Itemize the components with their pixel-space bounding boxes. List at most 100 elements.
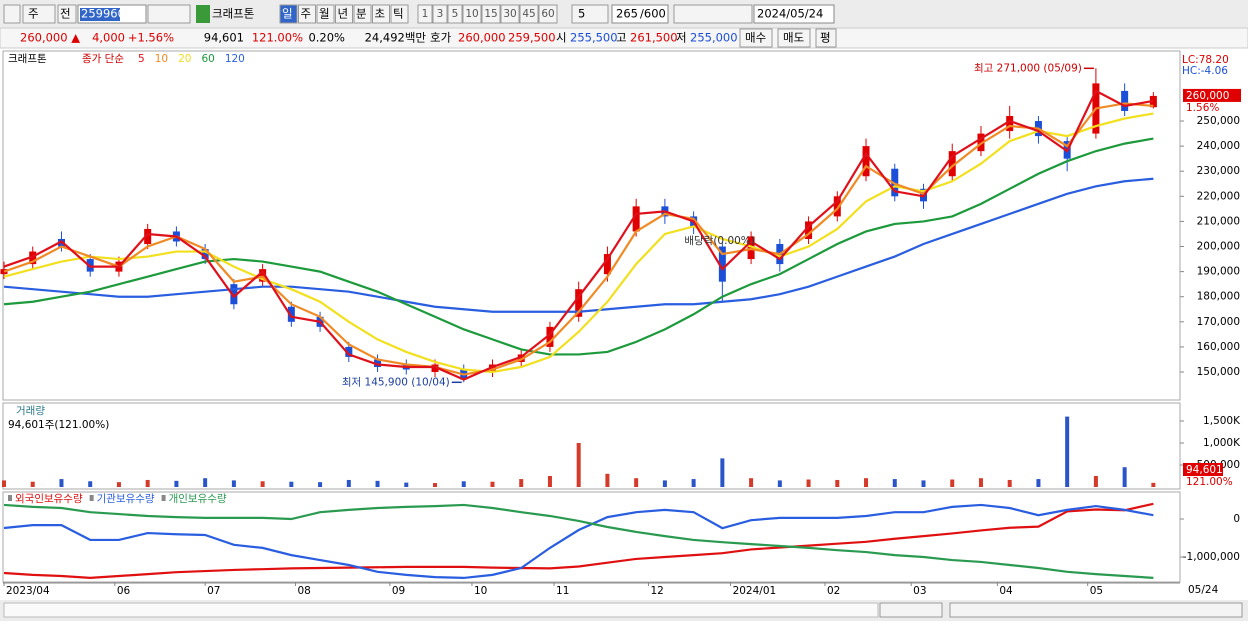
- period-button[interactable]: [353, 4, 372, 24]
- y-tick-label: 220,000: [1197, 190, 1240, 202]
- candle-body: [833, 196, 841, 217]
- volume-bar: [576, 442, 581, 487]
- chart-tools[interactable]: [673, 4, 753, 24]
- ma-line: [3, 102, 1154, 376]
- count-input[interactable]: [611, 4, 669, 24]
- interval-input[interactable]: [571, 4, 609, 24]
- y-tick-label: 150,000: [1197, 366, 1240, 378]
- count: 265: [616, 7, 638, 21]
- last-price: 260,000: [1186, 90, 1229, 102]
- legend-swatch: [161, 495, 166, 501]
- code: 259960: [81, 7, 125, 21]
- candle-body: [575, 289, 583, 317]
- volume-bar: [1036, 479, 1041, 487]
- interval: 1: [422, 8, 429, 20]
- volume-bar: [634, 478, 639, 487]
- volume-bar: [174, 480, 179, 487]
- scroll-track[interactable]: [3, 602, 879, 618]
- x-tick-label: 09: [392, 585, 405, 597]
- interval: 15: [484, 8, 497, 20]
- low: 255,000: [690, 31, 738, 45]
- candle-body: [948, 151, 956, 177]
- volume-bar: [145, 479, 150, 487]
- volume-title: 거래량: [16, 405, 45, 417]
- hc: HC:-4.06: [1182, 65, 1228, 77]
- sell-button[interactable]: [777, 28, 811, 48]
- interval: 5: [452, 8, 459, 20]
- interval-button[interactable]: [417, 4, 433, 24]
- ask: 260,000: [458, 31, 506, 45]
- market-select[interactable]: [22, 4, 56, 24]
- period-button[interactable]: [298, 4, 316, 24]
- y-tick-label: 170,000: [1197, 316, 1240, 328]
- legend-prefix: 종가 단순: [82, 53, 124, 65]
- flow-legend: 개인보유수량: [169, 493, 227, 505]
- y-tick-label: 200,000: [1197, 241, 1240, 253]
- interval: 30: [503, 8, 516, 20]
- flow-line: [3, 503, 1154, 580]
- interval: 3: [437, 8, 444, 20]
- candle-body: [603, 254, 611, 275]
- candle-body: [345, 346, 353, 357]
- zoom-tools[interactable]: [949, 602, 1243, 618]
- interval-button[interactable]: [432, 4, 448, 24]
- flow-line: [3, 502, 1154, 580]
- y-tick-label: 250,000: [1197, 115, 1240, 127]
- last-volume-box: [1183, 463, 1223, 476]
- interval-value: 5: [578, 7, 585, 21]
- legend-item: 5: [138, 53, 145, 65]
- date-input[interactable]: [753, 4, 835, 24]
- period: 일: [282, 7, 293, 21]
- high-annotation: 최고 271,000 (05/09): [974, 62, 1082, 74]
- volume-bar: [1093, 475, 1098, 487]
- x-tick-label: 2023/04: [6, 585, 50, 597]
- period-button[interactable]: [372, 4, 390, 24]
- flow-line: [3, 503, 1154, 580]
- bid: 259,500: [508, 31, 556, 45]
- x-tick-label: 04: [999, 585, 1013, 597]
- y-tick-label: 1,000K: [1203, 437, 1241, 449]
- volume-bar: [720, 458, 725, 487]
- volume-bar: [662, 480, 667, 487]
- stock-name: 크래프톤: [212, 7, 254, 21]
- volume-bar: [231, 480, 236, 487]
- menu-button[interactable]: [3, 4, 21, 24]
- volume-summary: 94,601주(121.00%): [8, 419, 109, 431]
- candle-body: [259, 269, 267, 282]
- period: 주: [301, 7, 312, 21]
- avg-button[interactable]: [815, 28, 837, 48]
- prev-button[interactable]: [57, 4, 77, 24]
- volume-bar: [1151, 482, 1156, 487]
- y-tick-label: 210,000: [1197, 215, 1240, 227]
- interval-button[interactable]: [481, 4, 501, 24]
- interval-button[interactable]: [462, 4, 482, 24]
- y-tick-label: 240,000: [1197, 140, 1240, 152]
- max-count: /600: [640, 7, 666, 21]
- interval-button[interactable]: [519, 4, 539, 24]
- nav-buttons[interactable]: [879, 602, 943, 618]
- period-button[interactable]: [335, 4, 353, 24]
- tool-buttons[interactable]: [147, 4, 191, 24]
- volume-bar: [375, 480, 380, 487]
- interval-button[interactable]: [447, 4, 463, 24]
- x-tick-label: 12: [650, 585, 663, 597]
- period-button[interactable]: [316, 4, 335, 24]
- volume-bar: [921, 480, 926, 487]
- period-button[interactable]: [390, 4, 409, 24]
- interval-button[interactable]: [500, 4, 520, 24]
- interval-button[interactable]: [538, 4, 558, 24]
- candle-body: [632, 206, 640, 232]
- buy-button[interactable]: [739, 28, 773, 48]
- volume-bar: [2, 480, 6, 487]
- y-tick-label: 1,500K: [1203, 415, 1241, 427]
- last-price-box: [1183, 88, 1241, 102]
- candle-body: [718, 246, 726, 282]
- flow-legend: 기관보유수량: [97, 493, 155, 505]
- x-tick-label: 08: [297, 585, 310, 597]
- period-button[interactable]: [279, 4, 298, 24]
- price-frame: [2, 50, 1181, 401]
- high-label: 고: [616, 31, 627, 45]
- lc: LC:78.20: [1182, 54, 1229, 66]
- panel-stock: 크래프톤: [8, 53, 47, 65]
